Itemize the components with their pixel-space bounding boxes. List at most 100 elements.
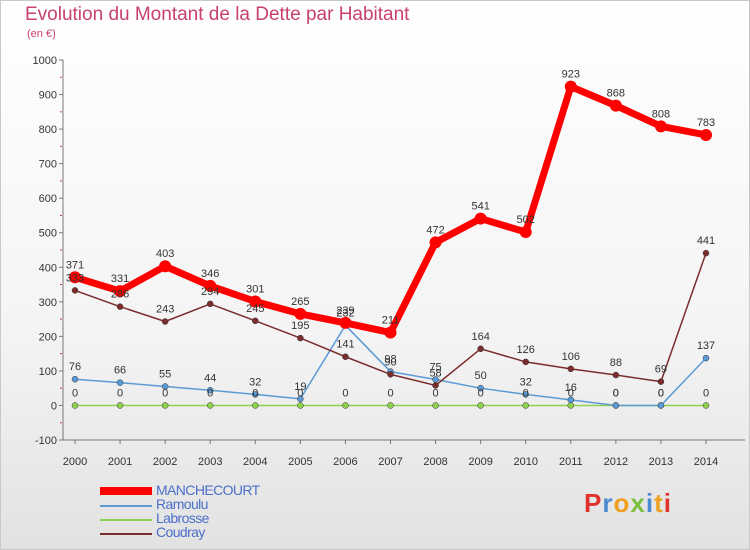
logo-letter: o bbox=[613, 488, 631, 518]
data-label: 541 bbox=[471, 201, 489, 213]
y-tick-label: 400 bbox=[39, 262, 57, 274]
data-label: 346 bbox=[201, 268, 219, 280]
data-point bbox=[700, 128, 712, 141]
x-tick-label: 2007 bbox=[378, 456, 402, 468]
data-label: 0 bbox=[207, 387, 213, 399]
x-tick-label: 2003 bbox=[198, 456, 222, 468]
x-tick-label: 2006 bbox=[333, 456, 357, 468]
x-tick-label: 2004 bbox=[243, 456, 267, 468]
data-label: 75 bbox=[429, 362, 441, 374]
data-label: 294 bbox=[201, 286, 219, 298]
data-label: 868 bbox=[607, 88, 625, 100]
data-point bbox=[249, 295, 262, 308]
data-point bbox=[71, 287, 79, 294]
y-tick-label: 0 bbox=[51, 400, 57, 412]
data-label: 141 bbox=[336, 339, 354, 351]
data-point bbox=[522, 402, 529, 409]
data-point bbox=[657, 378, 665, 385]
x-tick-label: 2000 bbox=[63, 456, 87, 468]
data-label: 211 bbox=[382, 315, 400, 327]
data-label: 0 bbox=[703, 387, 709, 399]
data-label: 195 bbox=[291, 320, 309, 332]
data-point bbox=[429, 236, 442, 249]
data-point bbox=[477, 402, 484, 409]
x-tick-label: 2005 bbox=[288, 456, 312, 468]
y-tick-label: 100 bbox=[39, 366, 57, 378]
data-label: 69 bbox=[655, 364, 667, 376]
data-point bbox=[657, 402, 665, 409]
data-label: 88 bbox=[610, 357, 622, 369]
data-point bbox=[206, 300, 214, 308]
data-label: 0 bbox=[387, 387, 393, 399]
x-tick-label: 2008 bbox=[423, 456, 447, 468]
legend-swatch-coudray bbox=[100, 533, 152, 535]
legend-label-ramoulu: Ramoulu bbox=[156, 496, 208, 512]
y-tick-label: 900 bbox=[39, 90, 57, 102]
data-point bbox=[654, 120, 667, 133]
data-point bbox=[114, 285, 127, 298]
y-tick-label: 1000 bbox=[33, 55, 57, 67]
data-point bbox=[387, 371, 394, 378]
data-label: 502 bbox=[517, 214, 535, 226]
data-point bbox=[297, 402, 304, 409]
legend-swatch-ramoulu bbox=[100, 505, 152, 507]
data-label: 0 bbox=[162, 387, 168, 399]
data-point bbox=[519, 226, 532, 239]
data-point bbox=[206, 402, 214, 409]
data-point bbox=[71, 375, 79, 383]
x-tick-label: 2013 bbox=[649, 456, 673, 468]
data-label: 265 bbox=[291, 296, 309, 308]
data-point bbox=[116, 379, 124, 386]
data-point bbox=[252, 391, 259, 398]
data-point bbox=[702, 249, 710, 257]
y-tick-label: 600 bbox=[39, 193, 57, 205]
data-point bbox=[342, 402, 349, 409]
data-point bbox=[432, 382, 439, 389]
data-label: 0 bbox=[568, 387, 574, 399]
data-point bbox=[387, 402, 394, 409]
data-point bbox=[294, 307, 307, 320]
data-point bbox=[702, 354, 710, 362]
legend-label-manchecourt: MANCHECOURT bbox=[156, 482, 260, 498]
data-point bbox=[161, 402, 169, 409]
data-point bbox=[159, 260, 172, 273]
data-label: 16 bbox=[565, 382, 577, 394]
data-point bbox=[612, 402, 620, 409]
data-point bbox=[564, 80, 577, 93]
data-label: 19 bbox=[294, 381, 306, 393]
data-point bbox=[206, 387, 214, 394]
data-label: 301 bbox=[246, 283, 264, 295]
data-label: 76 bbox=[69, 361, 81, 373]
data-point bbox=[567, 402, 575, 409]
proxiti-logo: Proxiti bbox=[584, 488, 672, 519]
data-label: 32 bbox=[249, 376, 261, 388]
data-label: 0 bbox=[117, 387, 123, 399]
x-tick-label: 2012 bbox=[604, 456, 628, 468]
data-label: 0 bbox=[478, 387, 484, 399]
x-tick-label: 2014 bbox=[694, 456, 718, 468]
data-point bbox=[252, 317, 259, 325]
data-label: 44 bbox=[204, 372, 216, 384]
logo-letter: x bbox=[630, 488, 646, 518]
data-point bbox=[339, 316, 352, 329]
data-point bbox=[297, 334, 304, 342]
chart-subtitle: (en €) bbox=[27, 28, 56, 40]
x-tick-label: 2001 bbox=[108, 456, 132, 468]
data-label: 0 bbox=[613, 387, 619, 399]
x-tick-label: 2011 bbox=[559, 456, 583, 468]
data-label: 0 bbox=[523, 387, 529, 399]
data-label: 164 bbox=[471, 331, 489, 343]
data-label: 239 bbox=[336, 305, 354, 317]
data-label: 50 bbox=[475, 370, 487, 382]
data-point bbox=[567, 396, 575, 404]
data-label: 232 bbox=[336, 307, 354, 319]
data-label: 0 bbox=[433, 387, 439, 399]
legend-swatch-labrosse bbox=[100, 519, 152, 521]
data-label: 55 bbox=[159, 368, 171, 380]
data-point bbox=[702, 402, 710, 409]
data-point bbox=[161, 383, 169, 390]
data-label: 0 bbox=[72, 387, 78, 399]
legend-label-labrosse: Labrosse bbox=[156, 510, 209, 526]
data-point bbox=[384, 326, 397, 339]
